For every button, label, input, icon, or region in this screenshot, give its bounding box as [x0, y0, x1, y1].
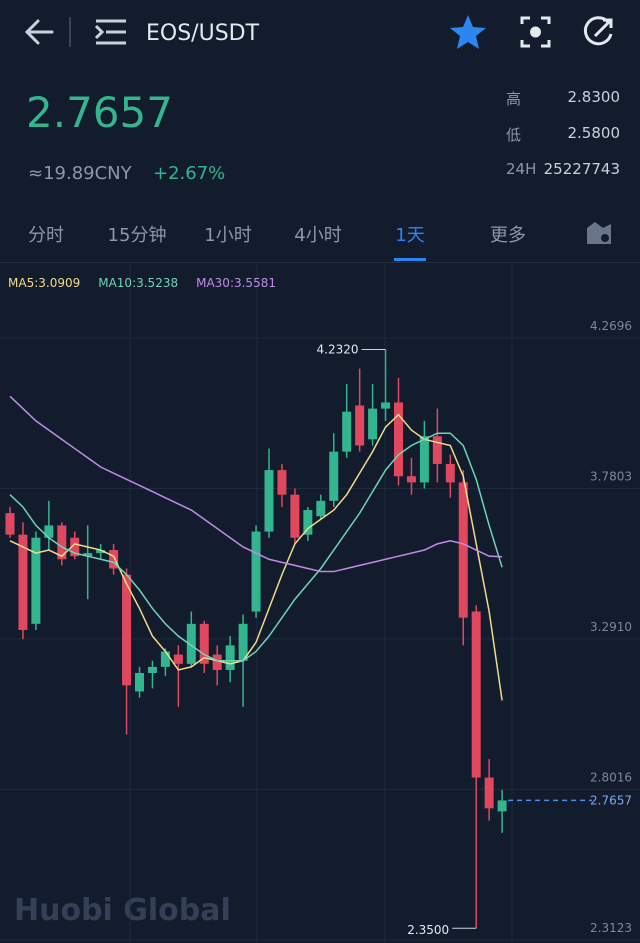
- candle-body: [83, 553, 93, 557]
- tab[interactable]: 更多: [490, 225, 526, 246]
- stat-label: 高: [506, 90, 522, 108]
- candle-body: [290, 494, 300, 538]
- candle-body: [212, 654, 222, 670]
- candle-body: [484, 777, 494, 809]
- stat-value: 25227743: [543, 160, 620, 178]
- candle-body: [277, 470, 287, 495]
- candle-body: [199, 623, 209, 664]
- stat-label: 24H: [506, 160, 537, 178]
- candle-body: [31, 537, 41, 624]
- candle-body: [225, 645, 235, 670]
- candle-body: [303, 510, 313, 535]
- candle-body: [238, 623, 248, 661]
- legend-entry: MA30:3.5581: [196, 276, 276, 290]
- last-price-label: 2.7657: [590, 793, 632, 807]
- candle-body: [419, 436, 429, 483]
- candle-body: [109, 550, 119, 569]
- candle-body: [18, 534, 28, 630]
- candle-body: [186, 623, 196, 664]
- tab[interactable]: 4小时: [294, 225, 342, 246]
- annotation-label: 4.2320: [317, 343, 359, 357]
- y-tick-label: 4.2696: [590, 319, 632, 333]
- candle-body: [394, 402, 403, 477]
- tab-indicator: [394, 258, 426, 261]
- candle-body: [316, 500, 326, 517]
- candle-body: [251, 531, 261, 612]
- candle-body: [432, 436, 442, 464]
- candle-body: [5, 513, 15, 535]
- stats: 高 2.8300 低 2.5800 24H 25227743: [500, 88, 620, 196]
- last-price: 2.7657: [26, 88, 173, 137]
- candle-body: [445, 463, 455, 483]
- scan-button[interactable]: [520, 16, 551, 48]
- candle-body: [368, 408, 378, 440]
- ma-line: [9, 413, 503, 701]
- tab[interactable]: 1天: [395, 225, 425, 246]
- pair-title[interactable]: EOS/USDT: [146, 21, 260, 46]
- y-tick-label: 3.2910: [590, 620, 632, 634]
- candle-body: [160, 651, 170, 667]
- stat-value: 2.5800: [567, 124, 621, 142]
- candle-body: [70, 537, 80, 557]
- candle-body: [44, 525, 54, 538]
- candle-body: [471, 611, 481, 778]
- candle-body: [381, 402, 391, 409]
- cny-price: ≈19.89CNY: [28, 163, 132, 184]
- back-button[interactable]: [24, 19, 54, 45]
- settings-button[interactable]: [583, 218, 615, 248]
- share-button[interactable]: [583, 16, 613, 46]
- tab[interactable]: 分时: [28, 225, 64, 246]
- menu-button[interactable]: [94, 19, 126, 45]
- candle-body: [329, 451, 339, 501]
- annotation-label: 2.3500: [407, 923, 449, 937]
- stat-value: 2.8300: [567, 88, 621, 106]
- stat-row: 24H 25227743: [500, 160, 620, 196]
- watermark: Huobi Global: [14, 893, 231, 928]
- stat-row: 低 2.5800: [500, 124, 620, 160]
- legend-entry: MA10:3.5238: [98, 276, 178, 290]
- candle-body: [264, 470, 274, 532]
- candle-body: [497, 800, 507, 812]
- y-tick-label: 3.7803: [590, 469, 632, 483]
- candle-body: [406, 476, 416, 483]
- candle-body: [96, 550, 106, 554]
- y-tick-label: 2.3123: [590, 921, 632, 935]
- candle-body: [173, 654, 183, 664]
- candle-body: [458, 482, 468, 618]
- ma-line: [9, 395, 503, 573]
- tab-bar: 分时 15分钟 1小时 4小时 1天 更多: [0, 212, 640, 263]
- legend-entry: MA5:3.0909: [8, 276, 80, 290]
- y-tick-label: 2.8016: [590, 770, 632, 784]
- candle-body: [342, 411, 352, 452]
- ma-line: [9, 432, 503, 662]
- tab[interactable]: 1小时: [204, 225, 252, 246]
- favorite-star[interactable]: [450, 15, 486, 49]
- stat-row: 高 2.8300: [500, 88, 620, 124]
- candle-body: [355, 405, 365, 446]
- top-bar: EOS/USDT: [24, 15, 613, 49]
- tab[interactable]: 15分钟: [107, 225, 167, 246]
- candle-body: [57, 525, 67, 560]
- candle-body: [122, 574, 132, 686]
- price-change: +2.67%: [153, 163, 226, 184]
- candle-body: [135, 673, 144, 692]
- candle-body: [147, 666, 157, 674]
- stat-label: 低: [506, 126, 522, 144]
